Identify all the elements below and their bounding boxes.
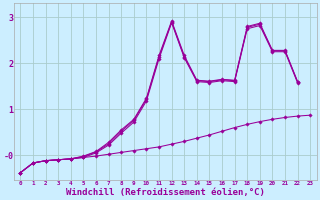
X-axis label: Windchill (Refroidissement éolien,°C): Windchill (Refroidissement éolien,°C) — [66, 188, 265, 197]
